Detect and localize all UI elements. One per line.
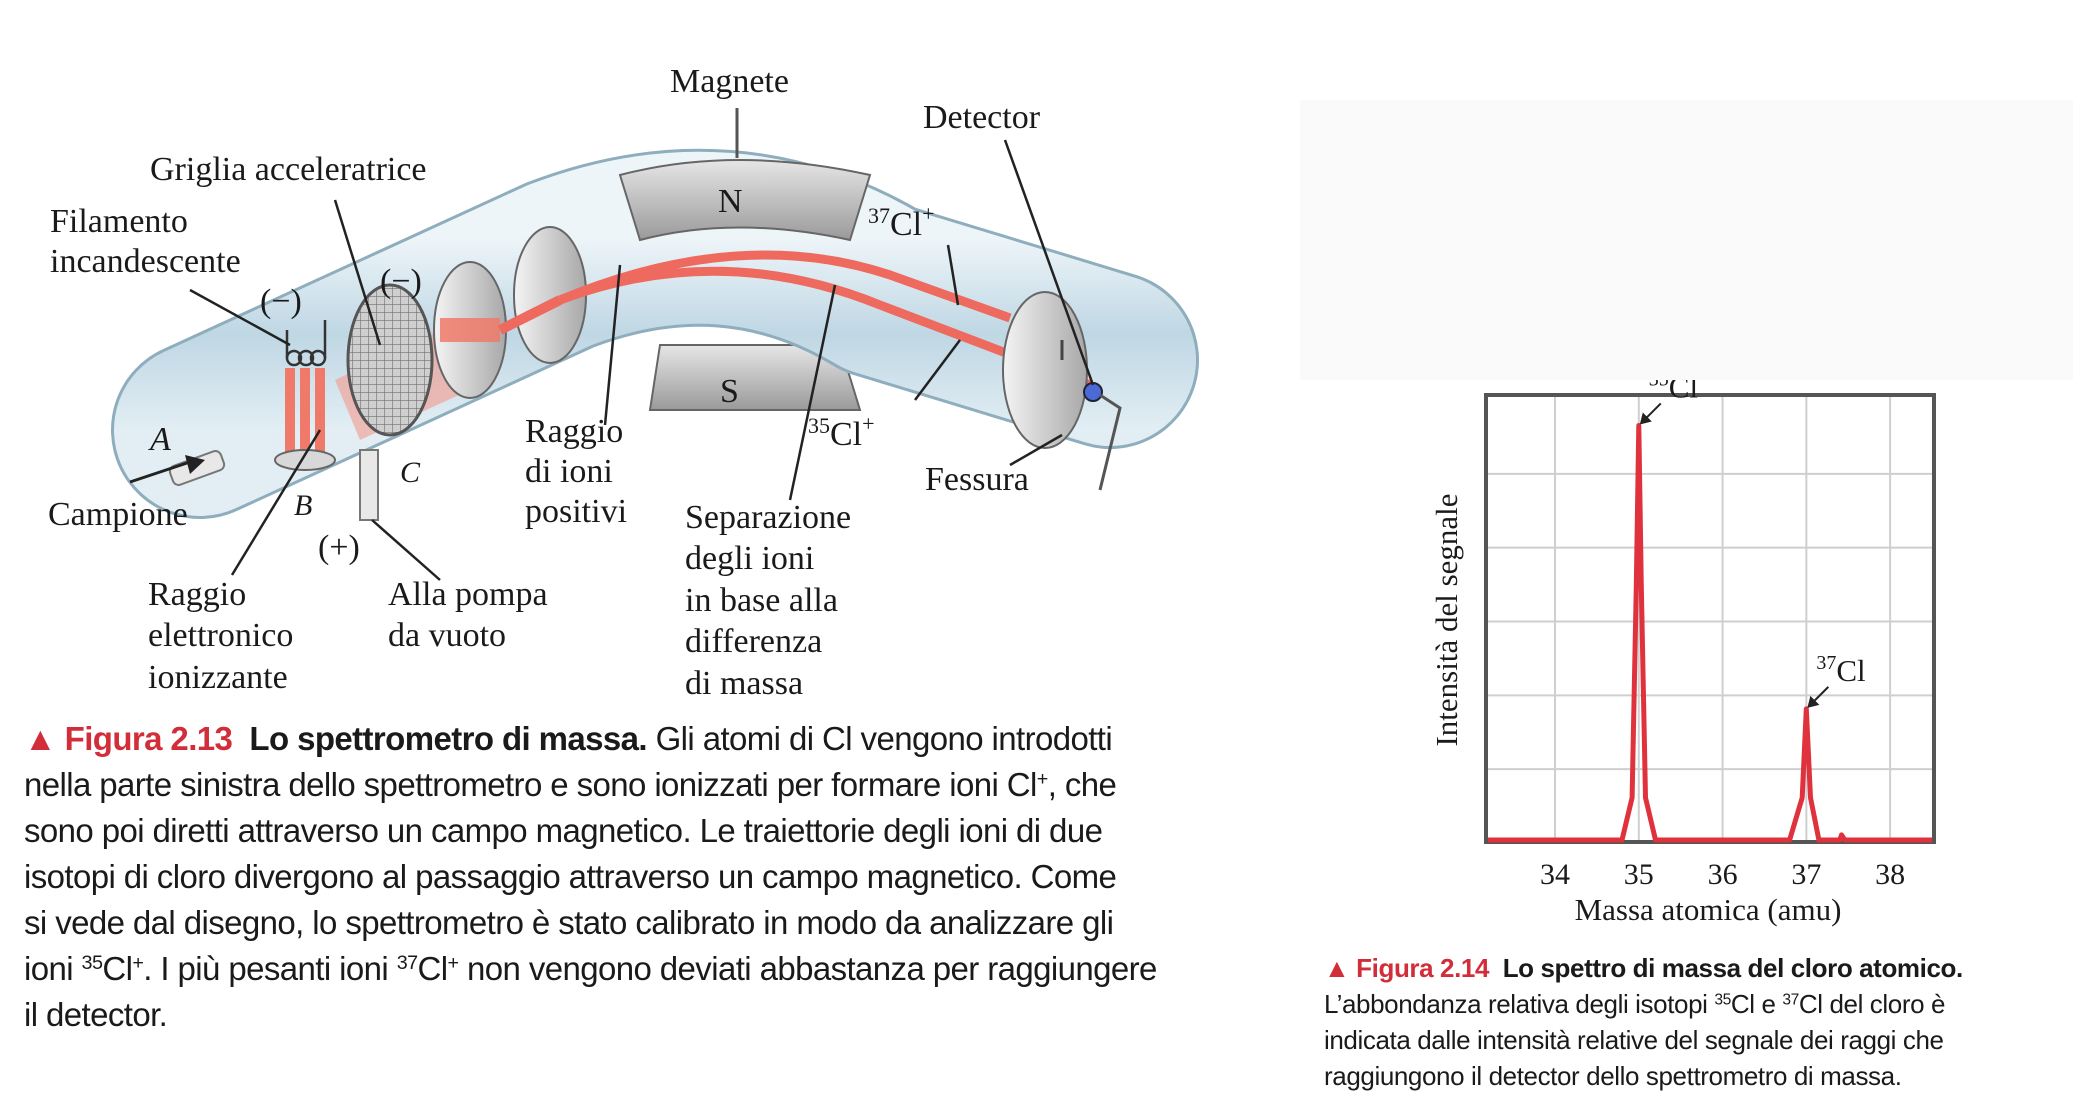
chart-frame bbox=[1484, 393, 1936, 844]
separation-label-5: di massa bbox=[685, 665, 803, 702]
plus-label: (+) bbox=[318, 529, 360, 566]
positive-beam-label-1: Raggio bbox=[525, 413, 623, 450]
detector-element bbox=[1083, 382, 1103, 402]
north-pole-label: N bbox=[718, 183, 743, 220]
x-tick-labels: 34 35 36 37 38 bbox=[1540, 858, 1905, 891]
figure-2-13-title: Lo spettrometro di massa. bbox=[249, 720, 648, 757]
figure-2-14-title: Lo spettro di massa del cloro atomico. bbox=[1502, 953, 1964, 983]
caption-14-line-1: ▲ Figura 2.14 Lo spettro di massa del cl… bbox=[1324, 950, 2064, 986]
figure-2-14-number: ▲ Figura 2.14 bbox=[1324, 953, 1490, 983]
point-a-label: A bbox=[148, 421, 171, 458]
positive-beam-label-2: di ioni bbox=[525, 453, 613, 490]
grid-label: Griglia acceleratrice bbox=[150, 151, 427, 188]
south-pole-label: S bbox=[720, 373, 739, 410]
leader-lines bbox=[189, 139, 1095, 581]
chart-grid bbox=[1488, 397, 1932, 840]
magnet-south-pole bbox=[648, 344, 862, 411]
x-axis-label: Massa atomica (amu) bbox=[1575, 892, 1842, 927]
point-c-label: C bbox=[400, 456, 421, 489]
detector-label: Detector bbox=[923, 99, 1041, 136]
peak-annotation-cl35: 35Cl bbox=[1639, 380, 1698, 425]
annotation-label: 37Cl bbox=[1816, 652, 1865, 688]
annotation-arrowhead bbox=[1807, 695, 1820, 708]
electron-beam bbox=[274, 368, 336, 471]
x-tick-label: 37 bbox=[1791, 858, 1821, 891]
separation-label-4: differenza bbox=[685, 623, 822, 660]
ion-beam bbox=[497, 295, 563, 335]
point-b-label: B bbox=[294, 489, 312, 522]
separation-label-1: Separazione bbox=[685, 499, 851, 536]
figure-2-13-caption: ▲ Figura 2.13 Lo spettrometro di massa. … bbox=[24, 716, 1264, 1038]
mass-spectrometer-diagram: Magnete Detector Griglia acceleratrice F… bbox=[48, 63, 1199, 702]
x-tick-label: 35 bbox=[1624, 858, 1654, 891]
slit-label: Fessura bbox=[925, 461, 1029, 498]
x-tick-label: 36 bbox=[1708, 858, 1738, 891]
caption-13-line-4: isotopi di cloro divergono al passaggio … bbox=[24, 858, 1117, 895]
figure-2-13-number: ▲ Figura 2.13 bbox=[24, 720, 233, 757]
caption-13-line-6: ioni 35Cl+. I più pesanti ioni 37Cl+ non… bbox=[24, 950, 1157, 987]
positive-beam-label-3: positivi bbox=[525, 493, 627, 530]
peak-annotations: 35Cl 37Cl bbox=[1639, 380, 1866, 708]
electron-beam-label-1: Raggio bbox=[148, 576, 246, 613]
caption-13-text-1: Gli atomi di Cl vengono introdotti bbox=[655, 720, 1113, 757]
caption-13-line-1: ▲ Figura 2.13 Lo spettrometro di massa. … bbox=[24, 716, 1264, 762]
caption-14-line-3: indicata dalle intensità relative del se… bbox=[1324, 1025, 1944, 1055]
cl37-label: 37Cl+ bbox=[868, 201, 935, 243]
peak-annotation-cl37: 37Cl bbox=[1807, 652, 1866, 708]
separation-label-3: in base alla bbox=[685, 582, 838, 619]
y-axis-label: Intensità del segnale bbox=[1429, 493, 1464, 746]
spectrum-line bbox=[1488, 423, 1932, 843]
electron-beam-label-3: ionizzante bbox=[148, 659, 288, 696]
caption-13-line-2: nella parte sinistra dello spettrometro … bbox=[24, 766, 1117, 803]
vacuum-pipe bbox=[359, 449, 379, 521]
spectrum-background bbox=[1300, 100, 2073, 380]
magnet-label: Magnete bbox=[670, 63, 789, 100]
sample-label: Campione bbox=[48, 496, 188, 533]
electron-beam-label-2: elettronico bbox=[148, 617, 293, 654]
vacuum-label-2: da vuoto bbox=[388, 617, 506, 654]
filament-label-1: Filamento bbox=[50, 203, 188, 240]
caption-14-line-4: raggiungono il detector dello spettromet… bbox=[1324, 1061, 1902, 1091]
caption-13-line-3: sono poi diretti attraverso un campo mag… bbox=[24, 812, 1103, 849]
cl37-beam bbox=[558, 250, 1012, 323]
exit-slit-disc bbox=[1002, 291, 1088, 449]
vacuum-label-1: Alla pompa bbox=[388, 576, 548, 613]
separation-label-2: degli ioni bbox=[685, 540, 814, 577]
figure-2-14-caption: ▲ Figura 2.14 Lo spettro di massa del cl… bbox=[1324, 950, 2064, 1094]
magnet-north-pole bbox=[618, 159, 872, 242]
caption-13-line-5: si vede dal disegno, lo spettrometro è s… bbox=[24, 904, 1114, 941]
x-tick-label: 34 bbox=[1540, 858, 1570, 891]
accelerating-grid bbox=[346, 283, 434, 437]
annotation-arrowhead bbox=[1639, 412, 1652, 425]
x-tick-label: 38 bbox=[1875, 858, 1905, 891]
minus-label-grid: (−) bbox=[380, 263, 422, 300]
annotation-label: 35Cl bbox=[1649, 380, 1698, 404]
filament-label-2: incandescente bbox=[50, 243, 241, 280]
minus-label-filament: (−) bbox=[260, 283, 302, 320]
caption-14-line-2: L’abbondanza relativa degli isotopi 35Cl… bbox=[1324, 989, 1946, 1019]
cl35-label: 35Cl+ bbox=[808, 411, 875, 453]
caption-13-line-7: il detector. bbox=[24, 996, 168, 1033]
